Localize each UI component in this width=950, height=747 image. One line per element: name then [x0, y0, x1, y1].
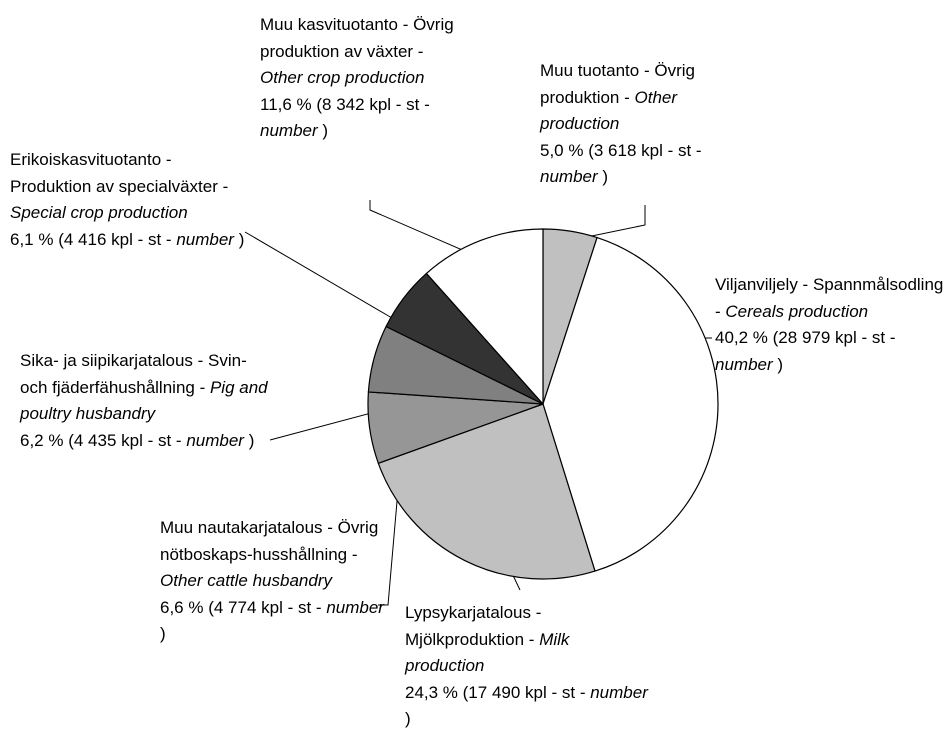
category-label-en: Other cattle husbandry	[160, 571, 332, 590]
slice-label: Erikoiskasvituotanto - Produktion av spe…	[10, 147, 250, 253]
unit-label: number	[715, 354, 773, 374]
value-label: 11,6 % (8 342 kpl - st -	[260, 94, 430, 114]
value-label: 6,6 % (4 774 kpl - st -	[160, 597, 322, 617]
slice-label: Viljanviljely - Spannmålsodling - Cereal…	[715, 272, 945, 378]
unit-close: )	[777, 354, 784, 374]
value-label: 6,1 % (4 416 kpl - st -	[10, 229, 172, 249]
unit-label: number	[540, 167, 598, 186]
slice-label: Sika- ja siipikarjatalous - Svin- och fj…	[20, 348, 270, 454]
value-label: 5,0 % (3 618 kpl - st -	[540, 140, 702, 160]
category-label: Viljanviljely - Spannmålsodling -	[715, 275, 944, 321]
category-label-en: Other crop production	[260, 68, 425, 87]
unit-close: )	[322, 121, 329, 140]
category-label: Lypsykarjatalous - Mjölkproduktion -	[405, 603, 542, 649]
category-label-en: Special crop production	[10, 203, 188, 222]
category-label-en: Cereals production	[725, 301, 869, 321]
category-label: Muu nautakarjatalous - Övrig nötboskaps-…	[160, 518, 379, 564]
category-label-en: Pig and poultry husbandry	[20, 377, 268, 424]
slice-label: Muu kasvituotanto - Övrig produktion av …	[260, 12, 470, 145]
slices	[367, 228, 719, 580]
leader-line	[378, 489, 399, 606]
slice-label: Muu nautakarjatalous - Övrig nötboskaps-…	[160, 515, 385, 648]
category-label: Erikoiskasvituotanto - Produktion av spe…	[10, 150, 229, 196]
category-label: Sika- ja siipikarjatalous - Svin- och fj…	[20, 351, 247, 397]
pie-slice	[542, 236, 719, 572]
slice-label: Lypsykarjatalous - Mjölkproduktion - Mil…	[405, 600, 650, 733]
unit-label: number	[186, 430, 244, 450]
pie-slice	[425, 228, 544, 406]
category-label: Muu kasvituotanto - Övrig produktion av …	[260, 15, 454, 61]
unit-label: number	[326, 597, 384, 617]
unit-close: )	[248, 430, 255, 450]
unit-label: number	[176, 229, 234, 249]
value-label: 40,2 % (28 979 kpl - st -	[715, 328, 896, 347]
category-label-en: Other production	[540, 87, 678, 134]
value-label: 24,3 % (17 490 kpl - st -	[405, 682, 586, 702]
leader-line	[244, 231, 393, 319]
pie-slice	[377, 403, 596, 580]
category-label-en: Milk production	[405, 629, 570, 676]
unit-close: )	[405, 709, 411, 728]
unit-close: )	[602, 167, 609, 186]
unit-label: number	[260, 121, 318, 140]
unit-close: )	[238, 229, 245, 249]
leader-line	[369, 200, 491, 263]
slice-label: Muu tuotanto - Övrig produktion - Other …	[540, 58, 735, 191]
category-label: Muu tuotanto - Övrig produktion -	[540, 61, 695, 107]
value-label: 6,2 % (4 435 kpl - st -	[20, 430, 182, 450]
unit-label: number	[590, 682, 648, 702]
unit-close: )	[160, 624, 166, 643]
